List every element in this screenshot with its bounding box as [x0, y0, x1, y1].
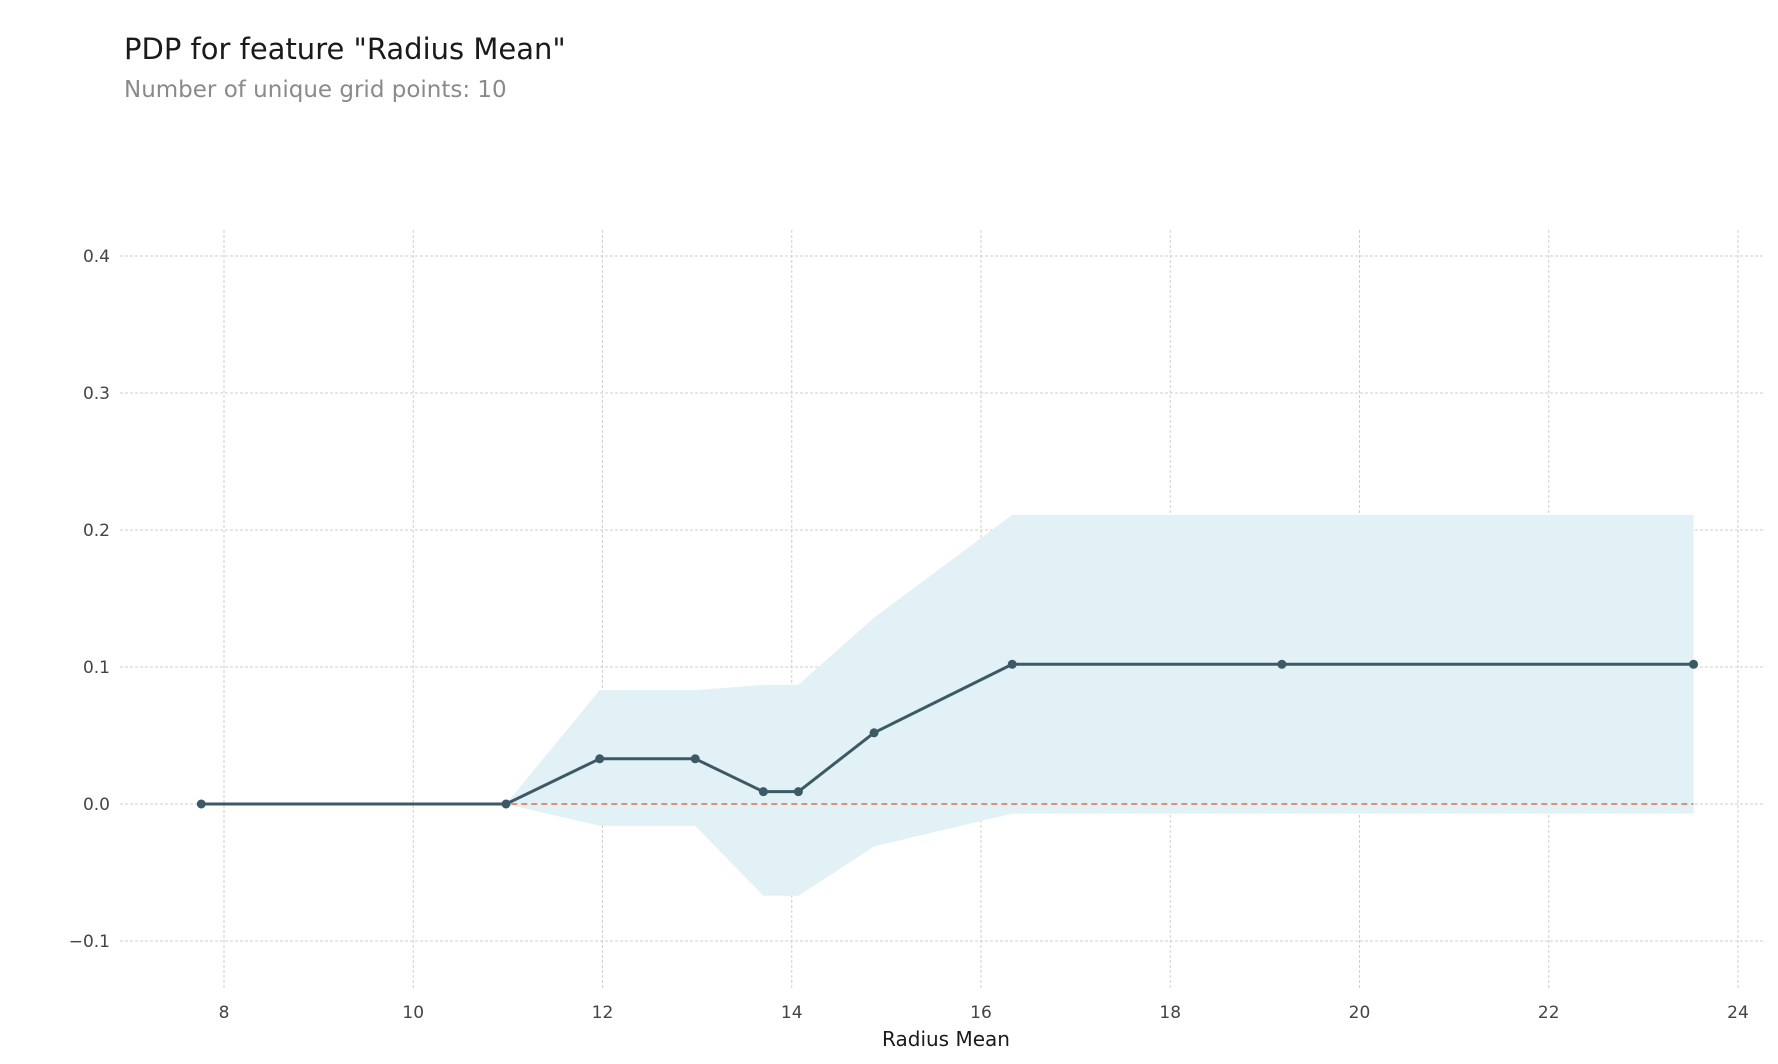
- x-tick-label: 22: [1538, 1003, 1560, 1023]
- y-tick-label: −0.1: [69, 932, 110, 952]
- chart-title: PDP for feature "Radius Mean": [124, 32, 566, 66]
- confidence-band: [201, 514, 1694, 896]
- x-tick-label: 18: [1159, 1003, 1181, 1023]
- y-tick-label: 0.0: [83, 795, 110, 815]
- pdp-data-point: [869, 728, 879, 738]
- pdp-data-point: [501, 799, 511, 809]
- x-tick-label: 8: [219, 1003, 230, 1023]
- pdp-data-point: [1007, 659, 1017, 669]
- pdp-data-point: [196, 799, 206, 809]
- x-axis-label: Radius Mean: [882, 1027, 1010, 1051]
- chart-subtitle: Number of unique grid points: 10: [124, 77, 507, 103]
- pdp-data-point: [595, 754, 605, 764]
- pdp-series-line: [201, 662, 1694, 806]
- x-tick-label: 20: [1349, 1003, 1371, 1023]
- x-tick-label: 10: [402, 1003, 424, 1023]
- x-tick-label: 12: [592, 1003, 614, 1023]
- x-tick-label: 24: [1727, 1003, 1749, 1023]
- y-tick-label: 0.4: [83, 247, 110, 267]
- x-tick-label: 16: [970, 1003, 992, 1023]
- pdp-data-point: [1689, 659, 1699, 669]
- pdp-data-point: [758, 787, 768, 797]
- y-tick-label: 0.3: [83, 384, 110, 404]
- y-tick-label: 0.2: [83, 521, 110, 541]
- x-tick-label: 14: [781, 1003, 803, 1023]
- y-tick-label: 0.1: [83, 658, 110, 678]
- pdp-data-point: [793, 787, 803, 797]
- pdp-data-point: [1277, 659, 1287, 669]
- pdp-data-point: [690, 754, 700, 764]
